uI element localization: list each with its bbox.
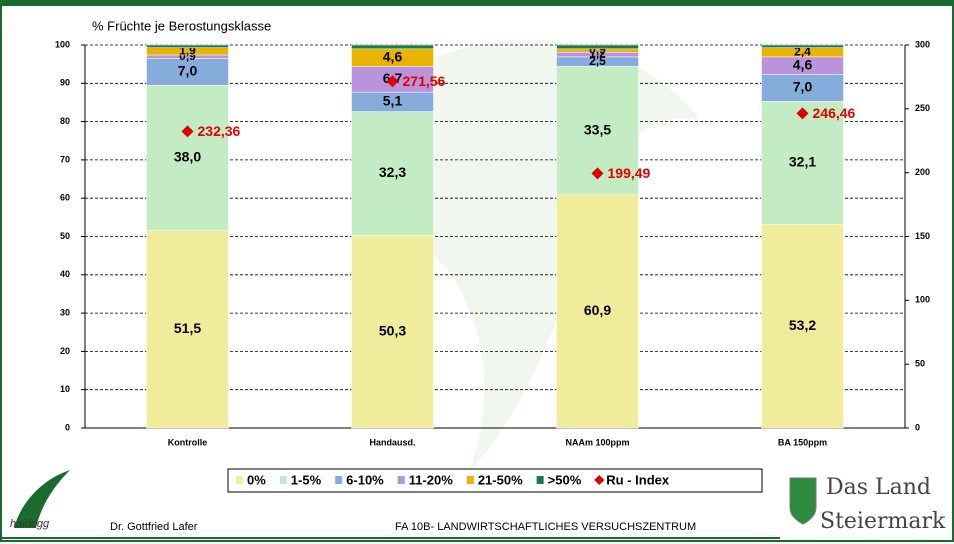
top-bar xyxy=(0,0,954,6)
value-label: 53,2 xyxy=(789,317,816,333)
bar-segment xyxy=(351,111,434,236)
legend-marker xyxy=(279,476,287,484)
value-label: 4,6 xyxy=(383,48,403,64)
chart-title: % Früchte je Berostungsklasse xyxy=(92,18,271,33)
x-tick-label: BA 150ppm xyxy=(778,437,827,447)
y-tick-label: 70 xyxy=(60,154,70,164)
bar-segment xyxy=(556,194,639,429)
legend-marker xyxy=(536,476,544,484)
value-label: 38,0 xyxy=(174,149,201,165)
legend-marker xyxy=(594,475,605,485)
y2-tick-label: 50 xyxy=(915,359,925,369)
logo-leaf xyxy=(14,470,70,528)
bar-segment xyxy=(556,44,639,50)
x-tick-label: NAAm 100ppm xyxy=(565,437,629,447)
y2-tick-label: 150 xyxy=(915,231,930,241)
y-tick-label: 90 xyxy=(60,78,70,88)
y-tick-label: 80 xyxy=(60,116,70,126)
value-label: 7,0 xyxy=(793,79,813,95)
ru-label: 199,49 xyxy=(608,165,651,181)
legend-marker xyxy=(335,476,343,484)
legend-label: 11-20% xyxy=(409,472,454,487)
legend-marker xyxy=(466,476,474,484)
y2-tick-label: 250 xyxy=(915,103,930,113)
y-tick-label: 30 xyxy=(60,307,70,317)
x-tick-label: Handausd. xyxy=(369,437,415,447)
value-label: 4,6 xyxy=(793,56,813,72)
bar-segment xyxy=(761,44,844,48)
author: Dr. Gottfried Lafer xyxy=(110,521,198,533)
ru-label: 271,56 xyxy=(403,73,446,89)
y-tick-label: 100 xyxy=(55,39,70,49)
y2-tick-label: 200 xyxy=(915,167,930,177)
ru-marker xyxy=(386,75,399,88)
ru-marker xyxy=(181,125,194,138)
bar-segment xyxy=(761,74,844,102)
legend-label: 0% xyxy=(247,472,266,487)
bar-segment xyxy=(146,84,229,232)
bar-segment xyxy=(146,58,229,86)
value-label: 32,1 xyxy=(789,153,816,169)
y-tick-label: 60 xyxy=(60,193,70,203)
value-label: 60,9 xyxy=(584,302,611,318)
value-label: 50,3 xyxy=(379,322,406,338)
value-label: 7,0 xyxy=(178,63,198,79)
ru-label: 232,36 xyxy=(198,123,241,139)
value-label: 33,5 xyxy=(584,121,611,137)
legend-label: 21-50% xyxy=(478,472,523,487)
y-tick-label: 0 xyxy=(65,422,70,432)
legend-label: >50% xyxy=(548,472,582,487)
bar-segment xyxy=(351,44,434,50)
ru-marker xyxy=(591,167,604,180)
legend xyxy=(227,468,763,493)
legend-marker xyxy=(236,476,243,484)
bar-segment xyxy=(146,230,229,429)
legend-label: Ru - Index xyxy=(606,472,670,487)
logo-text: haidegg xyxy=(10,518,50,530)
legend-label: 1-5% xyxy=(291,472,322,487)
legend-marker xyxy=(397,476,405,484)
bar-segment xyxy=(351,235,434,429)
brand-line2: Steiermark xyxy=(820,509,946,534)
y-tick-label: 40 xyxy=(60,269,70,279)
value-label: 32,3 xyxy=(379,164,406,180)
ru-marker xyxy=(796,107,809,120)
y2-tick-label: 100 xyxy=(915,295,930,305)
value-label: 2,5 xyxy=(589,54,606,68)
bar-segment xyxy=(146,44,229,48)
y2-tick-label: 300 xyxy=(915,39,930,49)
ru-label: 246,46 xyxy=(813,105,856,121)
brand-line1: Das Land xyxy=(826,475,931,500)
value-label: 51,5 xyxy=(174,320,201,336)
y-tick-label: 20 xyxy=(60,346,70,356)
y-tick-label: 10 xyxy=(60,384,70,394)
coat-of-arms xyxy=(789,477,817,525)
legend-label: 6-10% xyxy=(346,472,384,487)
y-tick-label: 50 xyxy=(60,231,70,241)
x-tick-label: Kontrolle xyxy=(168,437,208,447)
bar-segment xyxy=(761,223,844,429)
institute: FA 10B- LANDWIRTSCHAFTLICHES VERSUCHSZEN… xyxy=(395,521,696,533)
y2-tick-label: 0 xyxy=(915,422,920,432)
value-label: 2,4 xyxy=(794,44,811,58)
bar-segment xyxy=(761,101,844,225)
value-label: 5,1 xyxy=(383,93,403,109)
